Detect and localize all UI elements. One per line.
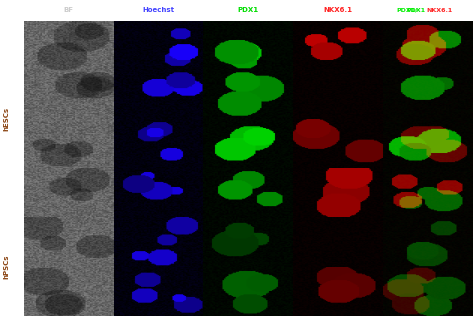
Text: e: e — [15, 225, 21, 234]
Text: NKX6.1: NKX6.1 — [323, 7, 351, 13]
Text: hESCs: hESCs — [3, 107, 9, 131]
Text: Hoechst: Hoechst — [142, 7, 174, 13]
Text: PDX1/: PDX1/ — [396, 8, 417, 13]
Text: PDX1: PDX1 — [237, 7, 258, 13]
Text: c: c — [15, 126, 20, 136]
Text: b: b — [15, 77, 21, 86]
Text: PDX1: PDX1 — [405, 8, 424, 13]
Text: NKX6.1: NKX6.1 — [425, 8, 452, 13]
Text: BF: BF — [64, 7, 73, 13]
Text: f: f — [16, 274, 20, 283]
Text: d: d — [15, 176, 21, 185]
Text: a: a — [15, 28, 20, 37]
Text: hPSCs: hPSCs — [3, 254, 9, 279]
